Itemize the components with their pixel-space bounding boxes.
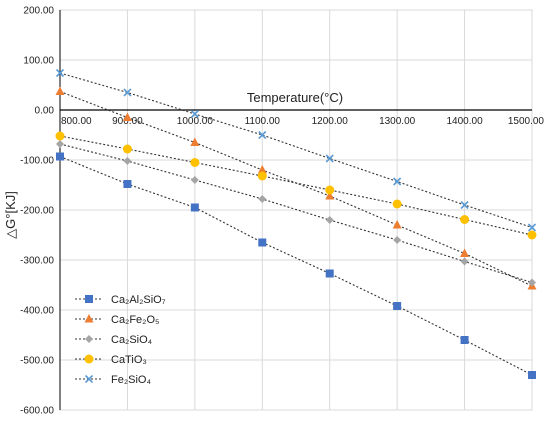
- legend-item: Ca₂Al₂SiO₇: [75, 294, 166, 306]
- data-point: [56, 140, 64, 148]
- legend-item: Ca₂SiO₄: [75, 334, 153, 346]
- x-tick-label: 1000.00: [177, 116, 214, 127]
- data-point: [123, 88, 132, 97]
- legend-item: CaTiO₃: [75, 354, 147, 366]
- data-point: [325, 191, 335, 200]
- data-point: [460, 257, 469, 266]
- marker-stroke: [460, 200, 469, 210]
- data-point: [392, 220, 402, 229]
- legend-label: Ca₂Fe₂O₅: [111, 314, 159, 326]
- data-point: [527, 230, 537, 240]
- data-point: [325, 269, 334, 278]
- data-point: [460, 248, 470, 257]
- data-point: [258, 238, 267, 247]
- legend-marker: [85, 335, 93, 343]
- y-tick-label: -200.00: [20, 206, 54, 217]
- data-point: [122, 112, 132, 121]
- series-line: [59, 143, 533, 284]
- x-tick-labels: 800.00 900.00 1000.00 1100.00 1200.00 1300.00…: [61, 116, 544, 127]
- data-point: [55, 68, 65, 78]
- y-tick-labels: 200.00 100.00 0.00 -100.00 -200.00 -300.00 -40…: [20, 6, 54, 417]
- series-line: [59, 72, 533, 229]
- data-point: [55, 131, 65, 141]
- marker-stroke: [258, 130, 267, 140]
- legend-marker: [84, 374, 94, 384]
- legend-marker: [84, 354, 94, 364]
- data-point: [325, 185, 335, 195]
- y-tick-label: -600.00: [20, 406, 54, 417]
- series-layer: [55, 68, 537, 379]
- data-point: [392, 199, 402, 209]
- x-axis-title: Temperature(°C): [247, 90, 343, 105]
- data-point: [460, 200, 469, 210]
- data-point: [393, 236, 402, 244]
- data-point: [190, 109, 199, 119]
- legend-marker: [85, 295, 93, 303]
- gridlines: [60, 9, 533, 411]
- x-tick-label: 1400.00: [446, 116, 483, 127]
- marker-stroke: [527, 223, 537, 232]
- marker-stroke: [123, 88, 132, 97]
- series-line: [59, 155, 533, 376]
- legend-label: Ca₂SiO₄: [111, 334, 153, 346]
- y-tick-label: 200.00: [23, 6, 54, 17]
- x-tick-label: 1300.00: [379, 116, 416, 127]
- data-point: [257, 165, 267, 174]
- data-point: [528, 278, 536, 287]
- data-point: [258, 130, 267, 140]
- legend-label: CaTiO₃: [111, 354, 147, 366]
- data-point: [460, 215, 470, 224]
- marker-stroke: [190, 109, 199, 119]
- series-4: [55, 68, 537, 232]
- x-tick-label: 800.00: [61, 116, 92, 127]
- y-tick-label: 100.00: [23, 56, 54, 67]
- y-tick-label: -300.00: [20, 256, 54, 267]
- data-point: [460, 336, 469, 344]
- data-point: [55, 86, 65, 95]
- y-tick-label: -100.00: [20, 156, 54, 167]
- data-point: [393, 177, 402, 186]
- data-point: [527, 223, 537, 232]
- y-tick-label: -400.00: [20, 306, 54, 317]
- legend-item: Ca₂Fe₂O₅: [75, 314, 159, 326]
- series-line: [59, 135, 533, 236]
- data-point: [190, 176, 199, 184]
- data-point: [258, 195, 267, 203]
- data-point: [257, 171, 267, 181]
- marker-stroke: [325, 154, 334, 163]
- marker-stroke: [84, 374, 94, 384]
- marker-stroke: [55, 68, 65, 78]
- x-tick-label: 1500.00: [508, 116, 545, 127]
- data-point: [122, 144, 132, 154]
- x-tick-label: 1200.00: [312, 116, 349, 127]
- data-point: [190, 203, 199, 212]
- y-tick-label: -500.00: [20, 356, 54, 367]
- data-point: [393, 302, 402, 310]
- x-tick-label: 1100.00: [245, 116, 281, 127]
- x-tick-label: 900.00: [112, 116, 143, 127]
- series-3: [55, 131, 537, 240]
- legend-label: Fe₂SiO₄: [111, 374, 151, 386]
- legend-item: Fe₂SiO₄: [75, 374, 151, 386]
- y-axis-title: △G°[KJ]: [3, 191, 18, 239]
- data-point: [325, 154, 334, 163]
- data-point: [123, 157, 132, 165]
- legend: Ca₂Al₂SiO₇ Ca₂Fe₂O₅ Ca₂SiO₄ CaTiO₃ Fe₂SiO₄: [75, 294, 166, 386]
- data-point: [123, 180, 132, 188]
- data-point: [56, 152, 64, 161]
- y-tick-label: 0.00: [35, 106, 55, 117]
- marker-stroke: [393, 177, 402, 186]
- series-0: [56, 152, 536, 379]
- data-point: [325, 216, 334, 224]
- data-point: [190, 158, 200, 167]
- legend-label: Ca₂Al₂SiO₇: [111, 294, 166, 306]
- legend-marker: [84, 314, 94, 323]
- data-point: [190, 137, 200, 146]
- series-2: [56, 140, 536, 287]
- data-point: [528, 371, 536, 379]
